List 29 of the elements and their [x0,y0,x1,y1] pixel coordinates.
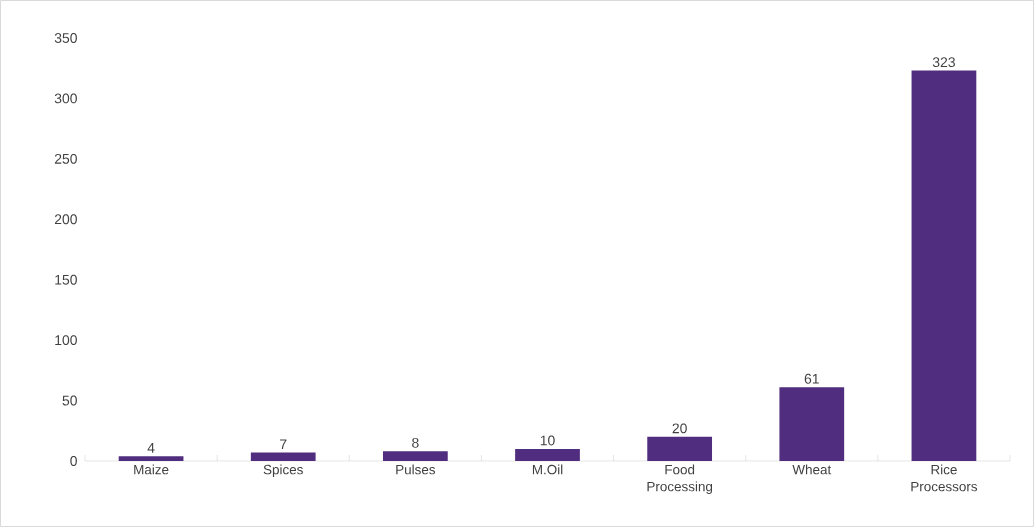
x-tick-label: Rice Processors [911,464,978,492]
data-label: 323 [932,57,955,68]
bar [911,70,977,461]
x-tick-label: Maize [134,464,169,475]
bar [647,436,713,461]
y-tick-label: 350 [54,33,77,43]
y-tick-label: 300 [54,93,77,104]
y-tick-label: 250 [54,153,77,164]
x-tick-label: Wheat [792,464,832,475]
x-tick-label: M.Oil [532,464,563,475]
bar [779,387,845,461]
data-label: 7 [280,439,287,449]
bar [118,456,184,461]
bar [250,452,316,461]
data-label: 20 [672,423,687,434]
y-tick-label: 100 [55,335,77,346]
y-tick-label: 150 [55,274,77,285]
bar [515,448,580,461]
data-label: 10 [540,435,555,446]
y-tick-label: 50 [62,395,77,406]
x-tick-label: Pulses [396,464,436,475]
x-tick-label: Spices [263,464,303,478]
data-label: 61 [804,373,819,384]
y-tick-label: 0 [70,456,77,466]
bar [382,451,448,461]
data-label: 8 [412,437,419,448]
y-tick-label: 200 [54,214,77,225]
x-tick-label: Food Processing [647,464,713,494]
data-label: 4 [147,443,155,453]
